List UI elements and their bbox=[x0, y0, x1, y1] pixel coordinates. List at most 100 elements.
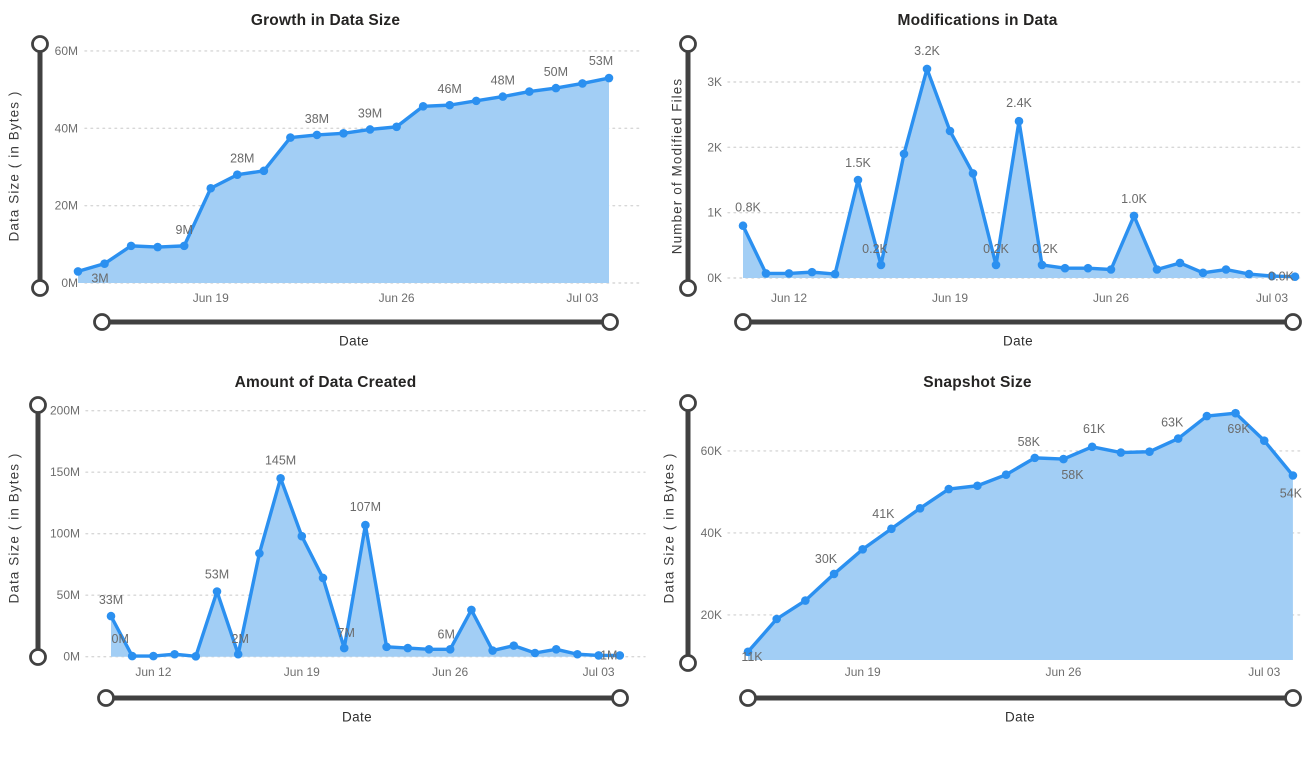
data-point[interactable] bbox=[551, 645, 561, 654]
y-slider-handle-top[interactable] bbox=[679, 35, 697, 53]
data-point[interactable] bbox=[191, 652, 201, 661]
data-point[interactable] bbox=[1145, 447, 1154, 457]
data-point[interactable] bbox=[973, 481, 982, 491]
data-point[interactable] bbox=[403, 643, 413, 653]
data-point[interactable] bbox=[498, 92, 508, 101]
data-point[interactable] bbox=[297, 531, 307, 541]
data-point[interactable] bbox=[286, 133, 295, 142]
data-point[interactable] bbox=[1202, 411, 1212, 421]
data-point[interactable] bbox=[887, 524, 896, 534]
data-point[interactable] bbox=[365, 125, 375, 134]
data-point[interactable] bbox=[853, 175, 863, 185]
data-point[interactable] bbox=[945, 126, 955, 136]
data-point[interactable] bbox=[604, 73, 614, 83]
data-point[interactable] bbox=[573, 649, 582, 659]
data-point[interactable] bbox=[801, 596, 810, 605]
data-point[interactable] bbox=[915, 504, 925, 513]
x-slider-handle-right[interactable] bbox=[611, 689, 629, 707]
y-slider-handle-bottom[interactable] bbox=[679, 654, 697, 672]
x-slider-handle-left[interactable] bbox=[734, 313, 752, 331]
data-point[interactable] bbox=[1001, 470, 1011, 479]
data-point[interactable] bbox=[1030, 453, 1040, 463]
data-point[interactable] bbox=[179, 241, 189, 251]
data-point[interactable] bbox=[259, 166, 269, 176]
data-point[interactable] bbox=[1288, 471, 1298, 480]
x-slider-handle-right[interactable] bbox=[1284, 689, 1302, 707]
y-slider-handle-bottom[interactable] bbox=[29, 648, 47, 666]
data-point[interactable] bbox=[318, 573, 328, 583]
data-point[interactable] bbox=[212, 587, 222, 596]
data-point[interactable] bbox=[858, 545, 868, 554]
data-point[interactable] bbox=[233, 170, 242, 180]
data-point[interactable] bbox=[1087, 442, 1097, 452]
data-point[interactable] bbox=[1014, 116, 1024, 126]
data-point[interactable] bbox=[1290, 272, 1300, 281]
data-point[interactable] bbox=[1267, 271, 1277, 281]
data-point[interactable] bbox=[615, 651, 625, 660]
data-point[interactable] bbox=[233, 649, 243, 659]
data-point[interactable] bbox=[578, 79, 587, 88]
data-point[interactable] bbox=[1231, 408, 1240, 418]
data-point[interactable] bbox=[445, 645, 455, 654]
data-point[interactable] bbox=[488, 646, 497, 655]
data-point[interactable] bbox=[170, 649, 179, 659]
data-point[interactable] bbox=[126, 241, 136, 251]
x-slider-handle-left[interactable] bbox=[93, 313, 111, 331]
data-point[interactable] bbox=[1152, 265, 1162, 274]
data-point[interactable] bbox=[382, 642, 391, 652]
data-point[interactable] bbox=[1198, 268, 1208, 278]
data-point[interactable] bbox=[445, 100, 455, 110]
data-point[interactable] bbox=[1175, 258, 1185, 268]
data-point[interactable] bbox=[471, 96, 481, 106]
data-point[interactable] bbox=[1060, 263, 1070, 273]
data-point[interactable] bbox=[100, 259, 109, 268]
data-point[interactable] bbox=[830, 269, 840, 279]
data-point[interactable] bbox=[991, 260, 1001, 270]
data-point[interactable] bbox=[73, 267, 83, 276]
x-slider-handle-right[interactable] bbox=[601, 313, 619, 331]
data-point[interactable] bbox=[772, 614, 781, 624]
data-point[interactable] bbox=[922, 64, 932, 74]
data-point[interactable] bbox=[743, 647, 753, 657]
x-slider-handle-right[interactable] bbox=[1284, 313, 1302, 331]
data-point[interactable] bbox=[149, 651, 158, 661]
data-point[interactable] bbox=[276, 474, 285, 483]
data-point[interactable] bbox=[509, 641, 519, 650]
data-point[interactable] bbox=[1083, 263, 1093, 273]
data-point[interactable] bbox=[807, 267, 817, 277]
data-point[interactable] bbox=[1129, 211, 1139, 221]
data-point[interactable] bbox=[312, 130, 322, 140]
x-slider-handle-left[interactable] bbox=[739, 689, 757, 707]
data-point[interactable] bbox=[339, 129, 348, 138]
data-point[interactable] bbox=[392, 122, 401, 132]
data-point[interactable] bbox=[153, 242, 162, 252]
data-point[interactable] bbox=[1244, 269, 1254, 279]
data-point[interactable] bbox=[424, 645, 434, 654]
data-point[interactable] bbox=[829, 569, 839, 579]
y-slider-handle-top[interactable] bbox=[679, 394, 697, 412]
data-point[interactable] bbox=[361, 520, 370, 530]
data-point[interactable] bbox=[738, 221, 748, 231]
data-point[interactable] bbox=[467, 605, 476, 615]
data-point[interactable] bbox=[1059, 454, 1068, 464]
data-point[interactable] bbox=[1116, 448, 1126, 457]
data-point[interactable] bbox=[899, 149, 909, 159]
data-point[interactable] bbox=[1259, 436, 1269, 445]
data-point[interactable] bbox=[1173, 434, 1183, 443]
x-slider-handle-left[interactable] bbox=[97, 689, 115, 707]
data-point[interactable] bbox=[761, 269, 771, 278]
data-point[interactable] bbox=[418, 101, 428, 111]
y-slider-handle-top[interactable] bbox=[31, 35, 49, 53]
data-point[interactable] bbox=[876, 260, 886, 270]
y-slider-handle-bottom[interactable] bbox=[31, 279, 49, 297]
data-point[interactable] bbox=[339, 643, 349, 653]
data-point[interactable] bbox=[1037, 260, 1047, 270]
data-point[interactable] bbox=[594, 651, 603, 660]
data-point[interactable] bbox=[127, 651, 137, 661]
data-point[interactable] bbox=[784, 269, 794, 278]
y-slider-handle-bottom[interactable] bbox=[679, 279, 697, 297]
data-point[interactable] bbox=[106, 611, 116, 621]
data-point[interactable] bbox=[1221, 265, 1231, 274]
data-point[interactable] bbox=[206, 183, 216, 193]
data-point[interactable] bbox=[968, 169, 978, 178]
